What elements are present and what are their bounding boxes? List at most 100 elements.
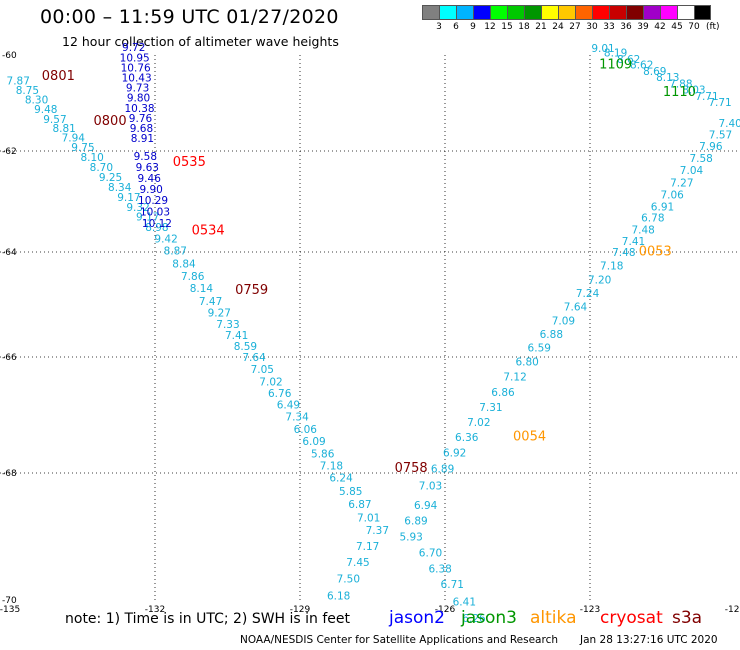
- pass-time-label: 1109: [599, 58, 632, 73]
- legend-swatch: [524, 5, 541, 20]
- wave-height-point: 8.70: [90, 162, 113, 174]
- y-tick-label: -64: [2, 248, 17, 258]
- satellite-label-jason2: jason2: [389, 608, 445, 628]
- wave-height-point: 9.58: [134, 151, 157, 163]
- wave-height-point: 6.87: [348, 499, 371, 511]
- pass-time-label: 1110: [663, 85, 696, 100]
- wave-height-point: 9.01: [591, 43, 614, 55]
- legend-tick-label: 39: [637, 22, 649, 32]
- legend-swatch: [456, 5, 473, 20]
- wave-height-point: 7.88: [669, 78, 692, 90]
- wave-height-point: 8.81: [52, 123, 75, 135]
- wave-height-point: 6.71: [441, 579, 464, 591]
- wave-height-point: 7.17: [356, 541, 379, 553]
- legend-tick-label: 3: [436, 22, 442, 32]
- satellite-label-s3a: s3a: [672, 608, 703, 628]
- wave-height-point: 9.76: [129, 113, 153, 125]
- y-tick-label: -62: [2, 147, 17, 157]
- wave-height-point: 6.18: [327, 591, 350, 603]
- wave-height-point: 7.94: [62, 133, 86, 145]
- wave-height-point: 7.41: [225, 330, 248, 342]
- y-tick-label: -68: [2, 469, 17, 479]
- generation-timestamp: Jan 28 13:27:16 UTC 2020: [580, 634, 718, 646]
- legend-tick-label: 18: [518, 22, 530, 32]
- wave-height-point: 7.40: [718, 118, 740, 130]
- pass-time-label: 0054: [513, 429, 546, 444]
- wave-height-point: 7.02: [467, 417, 490, 429]
- wave-height-point: 9.48: [34, 104, 57, 116]
- wave-height-point: 6.49: [277, 400, 300, 412]
- legend-swatch: [507, 5, 524, 20]
- wave-height-point: 10.12: [142, 218, 172, 230]
- wave-height-point: 7.48: [631, 224, 654, 236]
- wave-height-point: 7.57: [709, 130, 732, 142]
- legend-tick-label: 9: [470, 22, 476, 32]
- wave-height-point: 8.10: [80, 152, 103, 164]
- wave-height-point: 6.91: [651, 202, 674, 214]
- wave-height-point: 6.26: [462, 613, 486, 625]
- legend-swatch: [660, 5, 677, 20]
- wave-height-point: 8.84: [172, 259, 196, 271]
- wave-height-point: 7.04: [680, 165, 704, 177]
- wave-height-point: 9.32: [126, 202, 149, 214]
- wave-height-point: 7.09: [552, 315, 575, 327]
- pass-time-label: 0534: [192, 223, 225, 238]
- pass-time-label: 0535: [173, 155, 206, 170]
- wave-height-point: 7.64: [242, 352, 266, 364]
- wave-height-point: 6.76: [268, 388, 292, 400]
- pass-time-label: 0759: [235, 283, 268, 298]
- wave-height-point: 6.80: [515, 357, 538, 369]
- wave-height-point: 7.86: [181, 271, 205, 283]
- legend-tick-label: 24: [552, 22, 564, 32]
- legend-tick-label: 21: [535, 22, 547, 32]
- legend-swatch: [643, 5, 660, 20]
- legend-tick-label: 6: [453, 22, 459, 32]
- wave-height-point: 7.33: [216, 319, 239, 331]
- wave-height-point: 8.03: [682, 85, 705, 97]
- wave-height-point: 7.47: [199, 296, 222, 308]
- wave-height-point: 9.25: [99, 172, 122, 184]
- wave-height-point: 8.30: [25, 95, 48, 107]
- wave-height-point: 8.62: [617, 54, 640, 66]
- y-tick-label: -60: [2, 51, 17, 61]
- legend-tick-label: 12: [484, 22, 496, 32]
- wave-height-point: 6.06: [294, 424, 318, 436]
- satellite-label-altika: altika: [530, 608, 577, 628]
- wave-height-point: 6.88: [540, 329, 563, 341]
- wave-height-point: 7.18: [320, 460, 343, 472]
- legend-swatch: [490, 5, 507, 20]
- wave-height-point: 9.72: [122, 42, 145, 54]
- wave-height-point: 6.38: [428, 563, 451, 575]
- x-tick-label: -126: [435, 605, 456, 615]
- wave-height-point: 10.43: [122, 73, 152, 85]
- wave-height-point: 8.75: [16, 85, 39, 97]
- wave-height-point: 6.78: [641, 213, 664, 225]
- legend-swatch: [694, 5, 711, 20]
- x-tick-label: -120: [725, 605, 740, 615]
- wave-height-point: 10.95: [120, 52, 150, 64]
- legend-swatch: [592, 5, 609, 20]
- wave-height-point: 10.76: [121, 62, 151, 74]
- legend-tick-label: 15: [501, 22, 513, 32]
- wave-height-point: 7.01: [357, 512, 380, 524]
- wave-height-point: 6.09: [302, 436, 325, 448]
- wave-height-point: 10.03: [140, 207, 170, 219]
- legend-swatch: [541, 5, 558, 20]
- wave-height-point: 6.70: [419, 547, 442, 559]
- wave-height-point: 9.27: [208, 307, 231, 319]
- wave-height-point: 10.29: [138, 195, 168, 207]
- wave-height-point: 7.64: [564, 302, 588, 314]
- wave-height-point: 6.41: [453, 596, 476, 608]
- wave-height-point: 8.98: [145, 222, 168, 234]
- wave-height-point: 7.34: [285, 412, 309, 424]
- x-tick-label: -132: [145, 605, 165, 615]
- legend-swatch: [626, 5, 643, 20]
- y-tick-label: -66: [2, 353, 17, 363]
- x-tick-label: -135: [0, 605, 20, 615]
- legend-swatch: [473, 5, 490, 20]
- wave-height-point: 5.93: [399, 532, 422, 544]
- legend-tick-label: 33: [603, 22, 615, 32]
- wave-height-point: 9.63: [136, 162, 159, 174]
- wave-height-point: 5.86: [311, 448, 335, 460]
- color-scale-legend: [422, 5, 711, 20]
